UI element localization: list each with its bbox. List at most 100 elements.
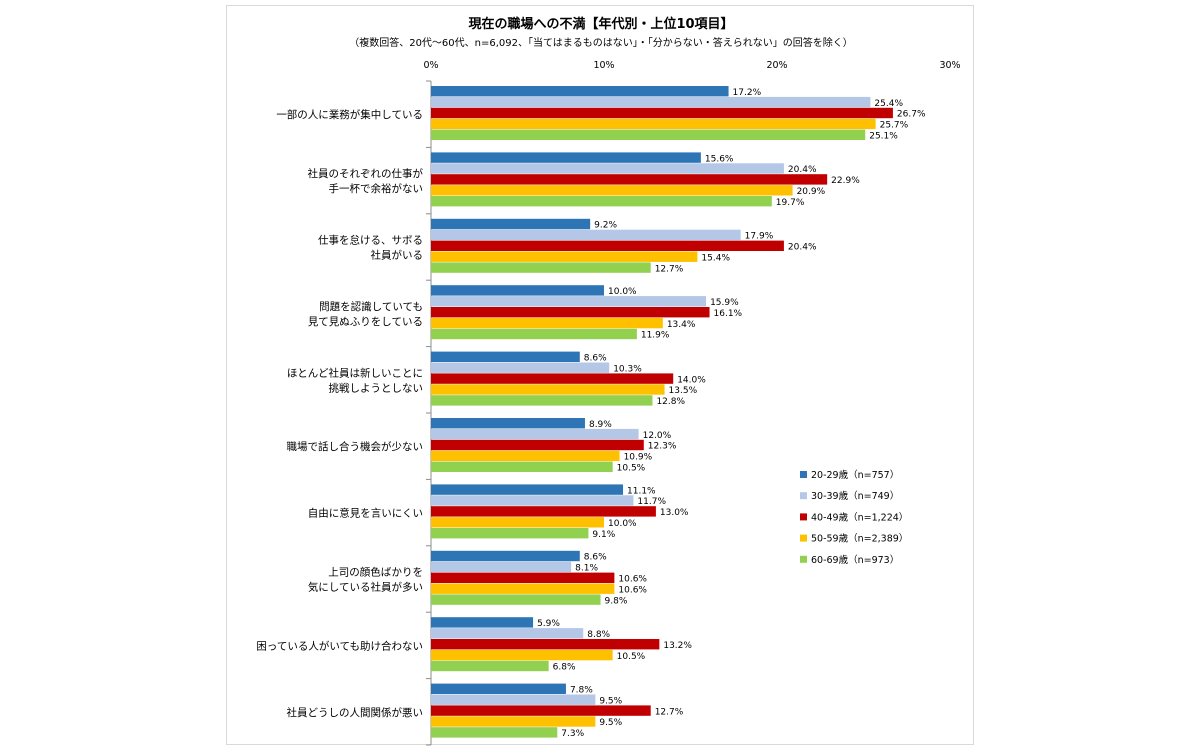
bar-1-3 [431, 218, 591, 230]
bar-4-4 [431, 317, 663, 329]
bar-3-10 [431, 705, 651, 716]
bar-3-9 [431, 639, 660, 650]
bar-5-3 [431, 262, 651, 273]
bar-5-8 [431, 594, 601, 605]
value-label: 14.0% [677, 375, 706, 385]
value-label: 12.7% [655, 264, 684, 274]
chart-frame: 現在の職場への不満【年代別・上位10項目】 （複数回答、20代～60代、n=6,… [226, 5, 974, 746]
bar-1-2 [431, 152, 701, 163]
bar-3-6 [431, 439, 644, 451]
value-label: 8.8% [587, 630, 610, 640]
bar-3-3 [431, 240, 784, 251]
x-tick-label: 0% [423, 60, 438, 71]
legend-swatch [800, 534, 807, 542]
value-label: 25.1% [869, 132, 898, 142]
category-label: 社員どうしの人間関係が悪い [287, 706, 424, 719]
category-label: 職場で話し合う機会が少ない [287, 440, 424, 453]
category-label: 一部の人に業務が集中している [276, 108, 423, 121]
value-label: 10.3% [613, 364, 642, 374]
value-label: 25.7% [880, 121, 909, 131]
bar-3-2 [431, 174, 828, 185]
bar-4-8 [431, 583, 615, 594]
bar-4-6 [431, 450, 620, 462]
x-tick-label: 10% [593, 60, 614, 71]
bar-2-1 [431, 96, 871, 108]
bar-1-1 [431, 86, 729, 97]
value-label: 10.9% [624, 453, 653, 463]
bar-5-4 [431, 328, 637, 340]
legend-swatch [800, 471, 807, 478]
category-label: 自由に意見を言いにくい [308, 507, 423, 520]
value-label: 10.0% [608, 287, 637, 297]
category-label: 困っている人がいても助け合わない [256, 639, 423, 652]
value-label: 20.4% [788, 165, 817, 175]
bar-4-3 [431, 251, 698, 262]
value-label: 10.6% [618, 575, 647, 585]
chart-subtitle: （複数回答、20代～60代、n=6,092、「当てはまるものはない」・「分からな… [349, 36, 853, 49]
value-label: 11.9% [641, 331, 670, 341]
category-label: 手一杯で余裕がない [329, 182, 424, 195]
value-label: 25.4% [874, 99, 903, 109]
value-label: 5.9% [537, 619, 560, 629]
legend-swatch [800, 492, 807, 500]
bar-1-4 [431, 285, 604, 296]
bar-2-4 [431, 296, 707, 307]
bar-4-1 [431, 118, 876, 130]
bar-1-8 [431, 550, 580, 562]
bar-4-5 [431, 384, 665, 395]
bar-5-5 [431, 395, 653, 406]
bar-5-2 [431, 196, 772, 207]
value-label: 22.9% [831, 176, 860, 186]
value-label: 9.1% [592, 530, 615, 540]
bar-3-4 [431, 307, 710, 318]
value-label: 26.7% [897, 110, 926, 120]
value-label: 7.3% [561, 729, 584, 739]
value-label: 15.9% [710, 298, 739, 308]
category-label: 挑戦しようとしない [329, 381, 424, 394]
category-label: 上司の顔色ばかりを [328, 566, 423, 579]
value-label: 10.5% [617, 464, 646, 474]
bar-2-3 [431, 229, 741, 241]
value-label: 15.6% [705, 154, 734, 164]
value-label: 9.8% [605, 596, 628, 606]
bar-2-5 [431, 362, 610, 373]
value-label: 9.5% [599, 696, 622, 706]
value-label: 11.7% [637, 497, 666, 507]
bar-1-7 [431, 484, 624, 495]
value-label: 9.5% [599, 718, 622, 728]
bar-1-5 [431, 351, 580, 362]
category-label: ほとんど社員は新しいことに [287, 366, 423, 379]
bar-2-10 [431, 694, 596, 705]
legend-swatch [800, 555, 807, 563]
bar-2-6 [431, 428, 639, 440]
legend-label: 20-29歳（n=757） [811, 469, 899, 481]
value-label: 12.0% [643, 431, 672, 441]
value-label: 8.6% [584, 354, 607, 364]
bar-1-9 [431, 617, 534, 628]
value-label: 7.8% [570, 686, 593, 696]
bar-3-8 [431, 572, 615, 583]
x-tick-label: 20% [766, 60, 787, 71]
legend-label: 30-39歳（n=749） [811, 490, 899, 502]
value-label: 20.9% [797, 187, 826, 197]
bar-1-6 [431, 418, 585, 429]
bar-4-9 [431, 649, 613, 661]
value-label: 19.7% [776, 198, 805, 208]
legend-label: 50-59歳（n=2,389） [811, 533, 908, 545]
legend-label: 60-69歳（n=973） [811, 554, 899, 566]
x-tick-label: 30% [939, 60, 960, 71]
category-label: 仕事を怠ける、サボる [318, 234, 423, 247]
legend-swatch [800, 513, 807, 521]
category-label: 見て見ぬふりをしている [308, 316, 423, 328]
bar-5-7 [431, 528, 589, 539]
chart-title: 現在の職場への不満【年代別・上位10項目】 [468, 16, 733, 32]
bar-1-10 [431, 683, 566, 694]
legend-label: 40-49歳（n=1,224） [811, 511, 908, 523]
value-label: 8.9% [589, 420, 612, 430]
bar-3-5 [431, 373, 674, 384]
bar-4-2 [431, 185, 793, 196]
bar-3-1 [431, 107, 893, 119]
bar-2-8 [431, 561, 572, 573]
value-label: 13.5% [669, 386, 698, 396]
bar-5-10 [431, 727, 558, 738]
